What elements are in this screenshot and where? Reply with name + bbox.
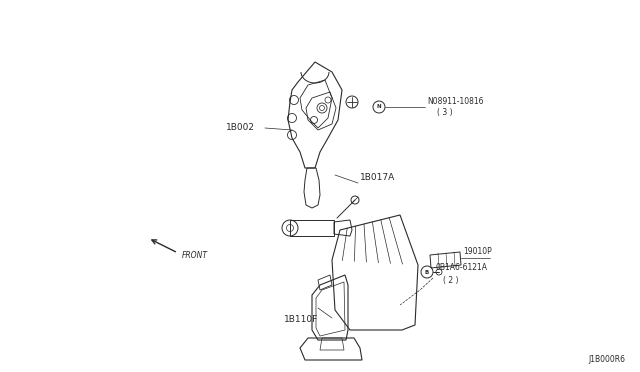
Text: ( 2 ): ( 2 ) — [443, 276, 458, 285]
Text: FRONT: FRONT — [182, 251, 208, 260]
Text: B: B — [425, 269, 429, 275]
Text: ( 3 ): ( 3 ) — [437, 109, 452, 118]
Text: 1B110F: 1B110F — [284, 315, 318, 324]
Text: 19010P: 19010P — [463, 247, 492, 257]
Text: 0B1A6-6121A: 0B1A6-6121A — [435, 263, 487, 273]
Text: N: N — [377, 105, 381, 109]
Text: N08911-10816: N08911-10816 — [427, 97, 483, 106]
Text: 1B002: 1B002 — [226, 124, 255, 132]
Text: 1B017A: 1B017A — [360, 173, 396, 183]
Text: J1B000R6: J1B000R6 — [588, 356, 625, 365]
